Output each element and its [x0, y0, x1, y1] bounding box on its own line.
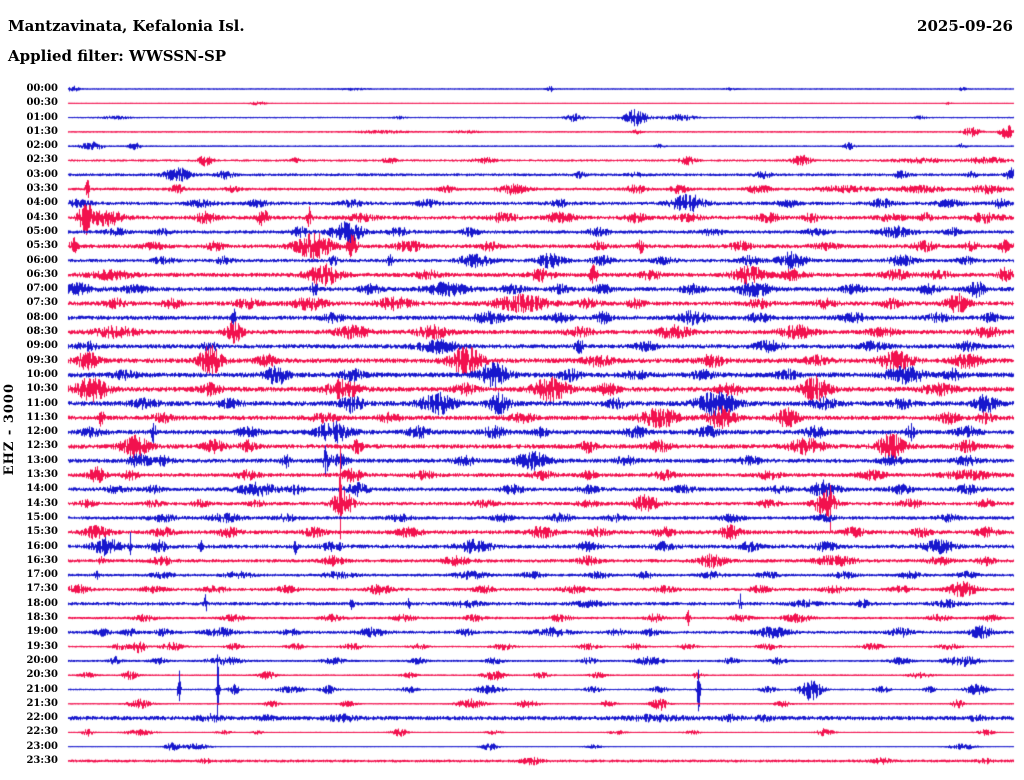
time-label: 12:30 [26, 440, 58, 452]
time-label: 17:00 [26, 569, 58, 581]
time-label: 07:00 [26, 283, 58, 295]
time-label: 02:00 [26, 140, 58, 152]
filter-label: Applied filter: WWSSN-SP [8, 47, 227, 65]
time-label: 17:30 [26, 583, 58, 595]
time-label: 22:00 [26, 712, 58, 724]
time-label: 12:00 [26, 426, 58, 438]
time-label: 08:00 [26, 311, 58, 323]
time-label: 01:30 [26, 125, 58, 137]
time-label: 00:30 [26, 97, 58, 109]
time-label: 20:00 [26, 654, 58, 666]
time-label: 06:00 [26, 254, 58, 266]
time-label: 05:00 [26, 225, 58, 237]
time-label: 13:00 [26, 454, 58, 466]
time-label: 03:30 [26, 183, 58, 195]
time-label: 18:30 [26, 612, 58, 624]
time-label: 21:30 [26, 697, 58, 709]
time-label: 16:00 [26, 540, 58, 552]
time-label: 21:00 [26, 683, 58, 695]
time-label: 16:30 [26, 554, 58, 566]
time-label: 20:30 [26, 669, 58, 681]
record-date: 2025-09-26 [917, 17, 1013, 35]
time-label: 08:30 [26, 326, 58, 338]
time-label: 05:30 [26, 240, 58, 252]
time-label: 22:30 [26, 726, 58, 738]
time-axis: 00:00 00:30 01:00 01:30 02:00 02:30 03:00 03:30… [0, 0, 62, 780]
time-label: 00:00 [26, 83, 58, 94]
time-label: 15:30 [26, 526, 58, 538]
time-label: 01:00 [26, 111, 58, 123]
time-label: 09:30 [26, 354, 58, 366]
time-label: 07:30 [26, 297, 58, 309]
station-title: Mantzavinata, Kefalonia Isl. [8, 17, 245, 35]
time-label: 06:30 [26, 268, 58, 280]
time-label: 14:00 [26, 483, 58, 495]
time-label: 23:00 [26, 740, 58, 752]
time-label: 14:30 [26, 497, 58, 509]
time-label: 09:00 [26, 340, 58, 352]
time-label: 18:00 [26, 597, 58, 609]
time-label: 11:00 [26, 397, 58, 409]
time-label: 19:30 [26, 640, 58, 652]
time-label: 19:00 [26, 626, 58, 638]
time-label: 13:30 [26, 469, 58, 481]
time-label: 02:30 [26, 154, 58, 166]
time-label: 23:30 [26, 755, 58, 766]
time-label: 04:00 [26, 197, 58, 209]
time-label: 10:00 [26, 368, 58, 380]
time-label: 10:30 [26, 383, 58, 395]
time-label: 15:00 [26, 511, 58, 523]
time-label: 03:00 [26, 168, 58, 180]
time-label: 11:30 [26, 411, 58, 423]
time-label: 04:30 [26, 211, 58, 223]
